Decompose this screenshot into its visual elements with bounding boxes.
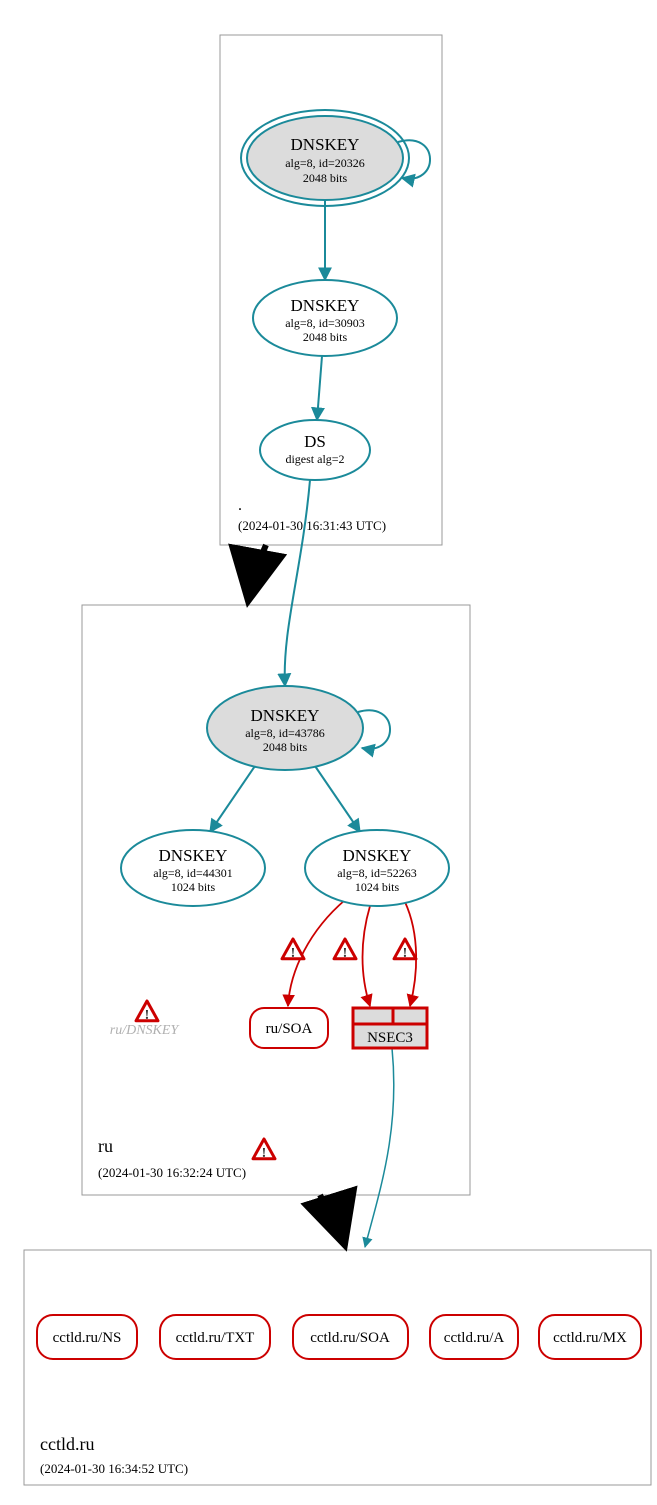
root-zone-timestamp: (2024-01-30 16:31:43 UTC) [238,518,386,533]
record-label: cctld.ru/SOA [310,1330,390,1346]
ru-zone-timestamp: (2024-01-30 16:32:24 UTC) [98,1165,246,1180]
root-zsk-node: DNSKEY alg=8, id=30903 2048 bits [253,280,397,356]
svg-text:!: ! [403,946,408,961]
node-line3: 1024 bits [355,880,400,894]
node-line2: alg=8, id=43786 [245,726,325,740]
node-title: DNSKEY [343,846,412,865]
root-ksk-node: DNSKEY alg=8, id=20326 2048 bits [241,110,409,206]
root-ds-node: DS digest alg=2 [260,420,370,480]
node-title: DNSKEY [251,706,320,725]
record-label: cctld.ru/NS [53,1330,122,1346]
svg-text:!: ! [343,946,348,961]
record-label: cctld.ru/A [444,1330,505,1346]
ru-soa-node: ru/SOA [250,1008,328,1048]
cctld-records: cctld.ru/NS cctld.ru/TXT cctld.ru/SOA cc… [37,1315,641,1359]
ru-zsk2-node: DNSKEY alg=8, id=52263 1024 bits [305,830,449,906]
ru-ksk-node: DNSKEY alg=8, id=43786 2048 bits [207,686,363,770]
node-line2: alg=8, id=52263 [337,866,417,880]
node-line2: digest alg=2 [285,452,344,466]
svg-text:!: ! [291,946,296,961]
ru-zsk1-node: DNSKEY alg=8, id=44301 1024 bits [121,830,265,906]
root-zone-label: . [238,497,242,514]
node-line3: 2048 bits [303,171,348,185]
warning-icon: ! [282,939,304,961]
node-line3: 2048 bits [303,330,348,344]
nsec3-node: NSEC3 [353,1008,427,1048]
record-label: cctld.ru/MX [553,1330,627,1346]
dnssec-diagram: . (2024-01-30 16:31:43 UTC) ru (2024-01-… [10,10,657,1495]
node-title: DNSKEY [291,135,360,154]
svg-text:!: ! [145,1008,150,1023]
svg-text:!: ! [262,1146,267,1161]
node-line3: 2048 bits [263,740,308,754]
cctld-zone-timestamp: (2024-01-30 16:34:52 UTC) [40,1461,188,1476]
warning-icon: ! [334,939,356,961]
cctld-zone-label: cctld.ru [40,1434,94,1454]
warning-icon: ! [136,1001,158,1023]
ru-zone-label: ru [98,1136,113,1156]
record-label: cctld.ru/TXT [176,1330,255,1346]
node-line2: alg=8, id=44301 [153,866,233,880]
warning-icon: ! [253,1139,275,1161]
warning-icon: ! [394,939,416,961]
node-title: DNSKEY [159,846,228,865]
node-label: ru/SOA [266,1021,313,1037]
node-line2: alg=8, id=20326 [285,156,365,170]
node-line3: 1024 bits [171,880,216,894]
cctld-zone-box [24,1250,651,1485]
node-label: NSEC3 [367,1030,413,1046]
warning-icons: !!!!! [136,939,416,1161]
node-line2: alg=8, id=30903 [285,316,365,330]
node-title: DNSKEY [291,296,360,315]
node-title: DS [304,432,326,451]
ru-dnskey-ghost: ru/DNSKEY [110,1023,181,1038]
